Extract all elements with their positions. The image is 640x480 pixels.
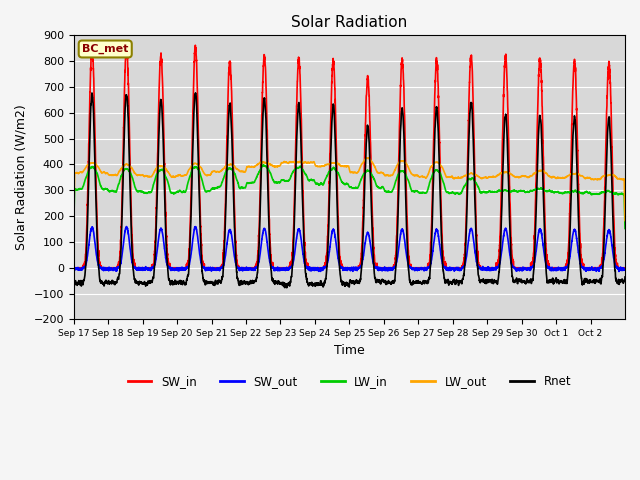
LW_out [528,173,536,179]
LW_in [399,168,407,174]
Rnet [501,114,509,120]
Rnet [542,267,550,273]
Line: LW_in: LW_in [74,165,625,228]
LW_out [184,168,192,174]
SW_out [542,261,550,266]
SW_in [399,77,407,83]
LW_in [184,180,192,185]
SW_in [528,265,536,271]
Line: Rnet: Rnet [74,93,625,288]
LW_in [70,222,77,228]
LW_in [370,176,378,181]
SW_out [370,262,378,268]
LW_in [621,226,629,231]
SW_in [500,64,508,70]
SW_out [621,267,629,273]
Line: SW_in: SW_in [74,45,625,268]
SW_out [528,265,536,271]
X-axis label: Time: Time [334,344,365,357]
Rnet [621,274,629,280]
SW_in [621,265,629,271]
Rnet [70,272,77,278]
SW_out [399,230,407,236]
Rnet [192,90,200,96]
LW_out [70,214,77,220]
SW_out [70,266,77,272]
SW_out [500,228,508,234]
Legend: SW_in, SW_out, LW_in, LW_out, Rnet: SW_in, SW_out, LW_in, LW_out, Rnet [123,371,576,393]
LW_in [260,162,268,168]
Rnet [528,278,536,284]
Line: LW_out: LW_out [74,158,625,220]
SW_in [370,249,378,254]
Line: SW_out: SW_out [74,227,625,272]
Rnet [283,285,291,291]
LW_out [621,217,629,223]
SW_out [615,269,623,275]
LW_in [500,187,508,193]
Title: Solar Radiation: Solar Radiation [291,15,408,30]
SW_in [123,42,131,48]
LW_out [399,158,407,164]
LW_out [370,162,378,168]
Rnet [370,266,378,272]
SW_in [70,265,77,271]
SW_in [184,258,192,264]
Text: BC_met: BC_met [82,44,129,54]
LW_out [500,169,508,175]
Rnet [184,273,192,278]
SW_out [184,264,192,269]
Rnet [400,124,408,130]
SW_out [123,224,131,229]
LW_out [362,155,370,161]
LW_in [528,188,536,193]
LW_out [542,170,550,176]
SW_in [542,241,550,247]
Y-axis label: Solar Radiation (W/m2): Solar Radiation (W/m2) [15,105,28,250]
LW_in [542,188,550,193]
